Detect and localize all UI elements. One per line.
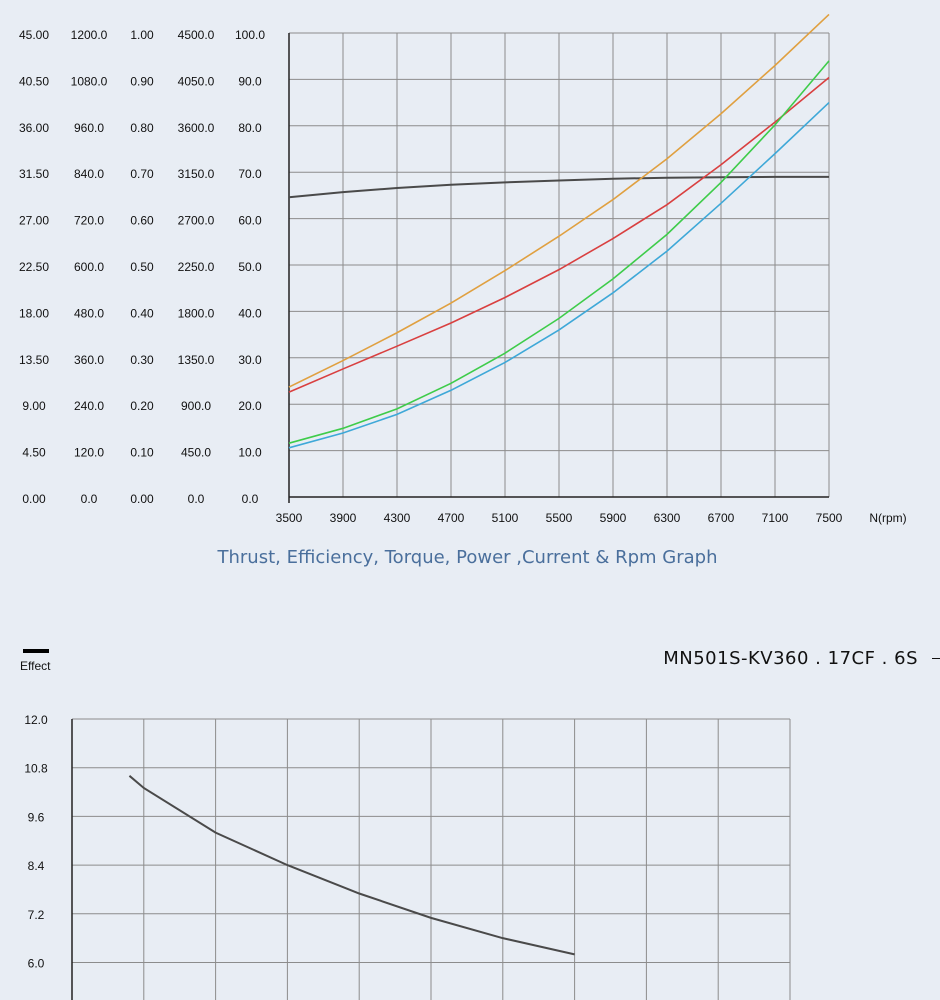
model-dash (932, 658, 940, 659)
y-tick-label: 360.0 (74, 353, 104, 367)
y-tick-label: 0.10 (130, 446, 154, 460)
y-tick-label: 13.50 (19, 353, 49, 367)
series-line-4 (288, 102, 830, 449)
y-tick-label: 18.00 (19, 306, 49, 320)
y-tick-label: 4500.0 (178, 28, 215, 42)
y-tick-label: 240.0 (74, 399, 104, 413)
y-tick-label: 0.00 (130, 492, 154, 506)
y-tick-label: 0.40 (130, 306, 154, 320)
y-tick-label: 70.0 (238, 167, 262, 181)
y-tick-label: 10.8 (24, 762, 48, 776)
y-tick-label: 8.4 (28, 859, 45, 873)
y-tick-label: 36.00 (19, 121, 49, 135)
y-tick-label: 22.50 (19, 260, 49, 274)
y-tick-label: 0.0 (81, 492, 98, 506)
y-tick-label: 0.0 (242, 492, 259, 506)
x-tick-label: 6700 (708, 511, 735, 525)
y-tick-label: 40.50 (19, 74, 49, 88)
y-tick-label: 840.0 (74, 167, 104, 181)
legend-label-effect: Effect (20, 659, 51, 673)
y-tick-label: 100.0 (235, 28, 265, 42)
y-tick-label: 45.00 (19, 28, 49, 42)
y-tick-label: 450.0 (181, 446, 211, 460)
series-line-effect (128, 775, 575, 956)
x-axis-label: N(rpm) (869, 511, 906, 525)
x-tick-label: 3900 (330, 511, 357, 525)
y-tick-label: 3600.0 (178, 121, 215, 135)
y-tick-label: 80.0 (238, 121, 262, 135)
effect-chart: 12.0 10.8 9.6 8.4 7.2 6.0 (24, 713, 791, 1000)
y-tick-label: 0.50 (130, 260, 154, 274)
y-tick-label: 4.50 (22, 446, 46, 460)
y-tick-label: 480.0 (74, 306, 104, 320)
x-tick-label: 7500 (816, 511, 843, 525)
model-label: MN501S-KV360 . 17CF . 6S (663, 648, 918, 669)
y-tick-label: 31.50 (19, 167, 49, 181)
y-tick-label: 0.70 (130, 167, 154, 181)
y-tick-label: 0.0 (188, 492, 205, 506)
series-line-2 (288, 76, 830, 393)
y-tick-label: 3150.0 (178, 167, 215, 181)
y-tick-label: 600.0 (74, 260, 104, 274)
y-tick-label: 4050.0 (178, 74, 215, 88)
y-tick-label: 0.00 (22, 492, 46, 506)
series-line-3 (288, 60, 830, 444)
y-tick-label: 9.00 (22, 399, 46, 413)
y-tick-label: 10.0 (238, 446, 262, 460)
y-tick-label: 0.30 (130, 353, 154, 367)
y-tick-label: 60.0 (238, 214, 262, 228)
y-tick-label: 2250.0 (178, 260, 215, 274)
x-tick-label: 4700 (438, 511, 465, 525)
chart-caption: Thrust, Efficiency, Torque, Power ,Curre… (217, 547, 718, 568)
y-tick-label: 1.00 (130, 28, 154, 42)
x-tick-label: 3500 (276, 511, 303, 525)
y-tick-label: 120.0 (74, 446, 104, 460)
y-tick-label: 12.0 (24, 713, 48, 727)
y-tick-label: 1800.0 (178, 306, 215, 320)
y-tick-label: 7.2 (28, 908, 45, 922)
legend-swatch-effect (23, 649, 49, 653)
y-tick-label: 1200.0 (71, 28, 108, 42)
y-tick-label: 20.0 (238, 399, 262, 413)
y-tick-label: 9.6 (28, 810, 45, 824)
series-line-0 (288, 175, 829, 199)
x-tick-label: 5500 (546, 511, 573, 525)
x-tick-label: 7100 (762, 511, 789, 525)
series-line-1 (288, 13, 830, 388)
y-tick-label: 0.80 (130, 121, 154, 135)
rpm-chart: 0.00 4.50 9.00 13.50 18.00 22.50 27.00 31.50 36.… (19, 13, 907, 525)
y-tick-label: 2700.0 (178, 214, 215, 228)
y-tick-label: 0.20 (130, 399, 154, 413)
y-tick-label: 0.60 (130, 214, 154, 228)
y-tick-label: 40.0 (238, 306, 262, 320)
y-tick-label: 50.0 (238, 260, 262, 274)
x-tick-label: 6300 (654, 511, 681, 525)
y-tick-label: 6.0 (28, 957, 45, 971)
legend: Effect (20, 649, 80, 673)
y-tick-label: 0.90 (130, 74, 154, 88)
x-tick-label: 4300 (384, 511, 411, 525)
y-tick-label: 30.0 (238, 353, 262, 367)
y-tick-label: 960.0 (74, 121, 104, 135)
y-tick-label: 27.00 (19, 214, 49, 228)
y-tick-label: 900.0 (181, 399, 211, 413)
x-tick-label: 5900 (600, 511, 627, 525)
x-tick-label: 5100 (492, 511, 519, 525)
y-tick-label: 1350.0 (178, 353, 215, 367)
y-tick-label: 90.0 (238, 74, 262, 88)
y-tick-label: 1080.0 (71, 74, 108, 88)
y-tick-label: 720.0 (74, 214, 104, 228)
